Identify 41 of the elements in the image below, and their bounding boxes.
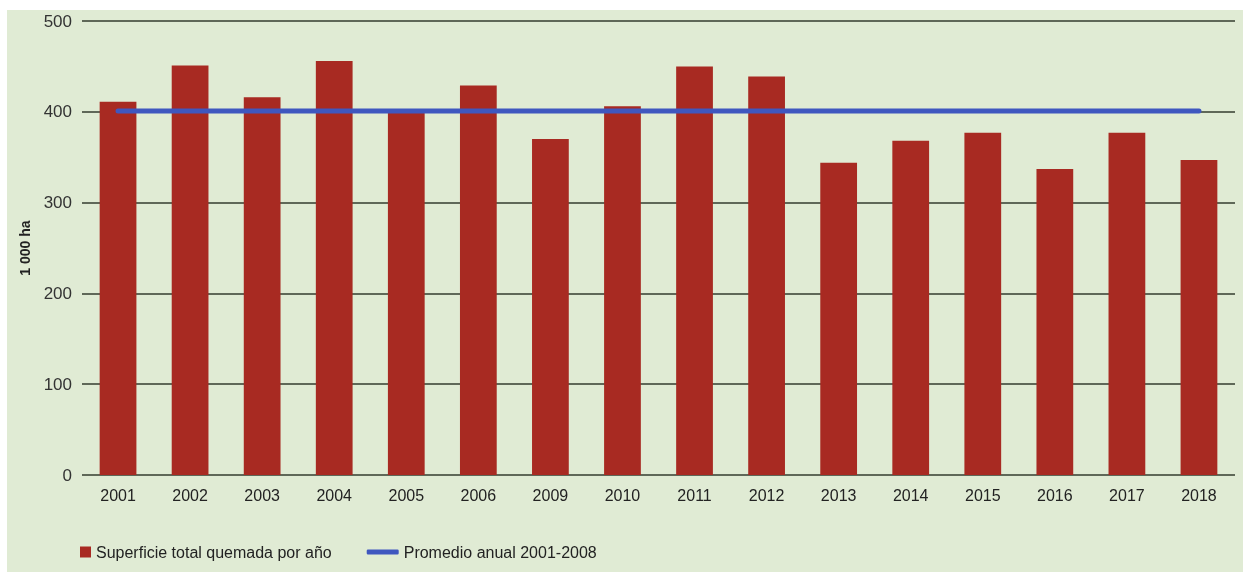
bar bbox=[459, 85, 497, 475]
x-tick-label: 2016 bbox=[1037, 486, 1073, 504]
x-tick-label: 2002 bbox=[172, 486, 208, 504]
bar bbox=[964, 132, 1002, 475]
y-axis-title: 1 000 ha bbox=[17, 220, 33, 276]
y-tick-label: 300 bbox=[43, 193, 72, 213]
legend-label: Promedio anual 2001-2008 bbox=[403, 543, 597, 561]
x-tick-label: 2010 bbox=[604, 486, 641, 504]
bar bbox=[676, 66, 713, 475]
x-tick-label: 2006 bbox=[460, 486, 497, 504]
y-tick-label: 100 bbox=[43, 374, 72, 394]
x-tick-label: 2013 bbox=[820, 486, 857, 504]
bar bbox=[1108, 132, 1146, 475]
bar bbox=[748, 76, 785, 475]
bar bbox=[532, 139, 569, 475]
y-tick-label: 200 bbox=[43, 283, 72, 303]
legend-label: Superficie total quemada por año bbox=[96, 543, 332, 561]
y-tick-label: 0 bbox=[62, 465, 72, 485]
x-tick-label: 2009 bbox=[532, 486, 569, 504]
x-tick-label: 2011 bbox=[677, 486, 712, 504]
x-tick-label: 2012 bbox=[748, 486, 785, 504]
y-tick-label: 400 bbox=[43, 102, 72, 122]
bar bbox=[387, 111, 425, 475]
bar bbox=[820, 162, 858, 475]
bar bbox=[892, 140, 930, 475]
x-tick-label: 2005 bbox=[388, 486, 425, 504]
bar bbox=[315, 60, 353, 475]
x-tick-label: 2004 bbox=[316, 486, 353, 504]
bar bbox=[1180, 159, 1218, 475]
x-tick-label: 2014 bbox=[892, 486, 929, 504]
bar bbox=[171, 65, 209, 475]
x-tick-label: 2018 bbox=[1181, 486, 1217, 504]
x-tick-label: 2003 bbox=[244, 486, 281, 504]
x-tick-label: 2015 bbox=[964, 486, 1001, 504]
bar bbox=[604, 106, 641, 475]
x-tick-label: 2017 bbox=[1109, 486, 1145, 504]
bar bbox=[99, 101, 137, 475]
bar bbox=[1036, 169, 1074, 475]
x-tick-label: 2001 bbox=[100, 486, 136, 504]
bar bbox=[243, 97, 281, 475]
y-tick-label: 500 bbox=[43, 11, 72, 31]
